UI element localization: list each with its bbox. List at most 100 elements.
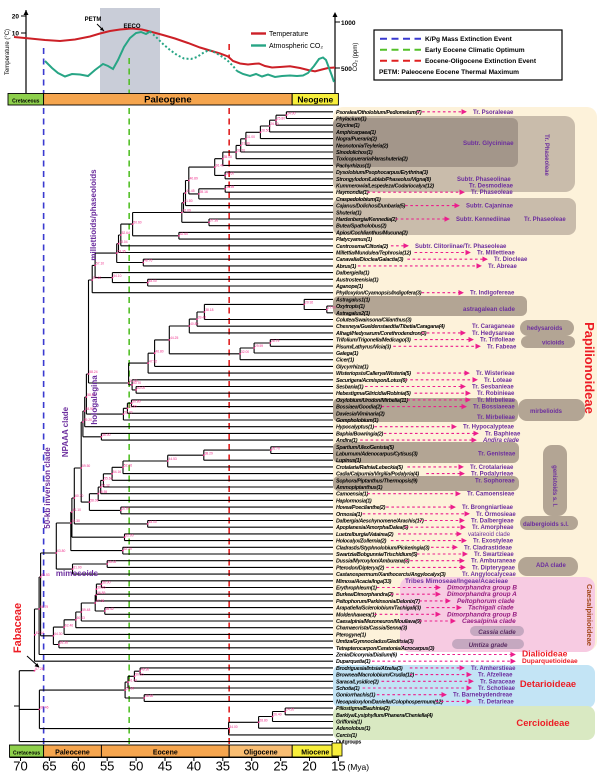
- svg-text:Gompholobium(1): Gompholobium(1): [336, 418, 379, 424]
- svg-text:60: 60: [71, 759, 85, 773]
- svg-text:Tr. Schotieae: Tr. Schotieae: [478, 686, 516, 692]
- svg-text:37.38: 37.38: [210, 219, 218, 223]
- svg-text:Andira clade: Andira clade: [482, 438, 520, 444]
- svg-text:millettioids/phaseoloids: millettioids/phaseoloids: [89, 169, 98, 261]
- svg-text:Cladrastis/Styphnolobium/Picke: Cladrastis/Styphnolobium/Pickeringia(3): [336, 545, 430, 551]
- svg-text:51.90: 51.90: [126, 686, 134, 690]
- svg-text:59.48: 59.48: [82, 608, 90, 612]
- svg-text:Tr. Millettieae: Tr. Millettieae: [477, 251, 515, 257]
- svg-text:63.36: 63.36: [60, 641, 68, 645]
- svg-text:31.90: 31.90: [242, 142, 250, 146]
- svg-text:Nogra/Pueraria(2): Nogra/Pueraria(2): [336, 137, 377, 143]
- svg-text:Detarioideae: Detarioideae: [520, 678, 576, 689]
- svg-text:58.08: 58.08: [90, 498, 98, 502]
- svg-text:Hebestigma/Gliricidia/Robinia(: Hebestigma/Gliricidia/Robinia(5): [336, 391, 411, 397]
- svg-text:Sinodolichos(1): Sinodolichos(1): [336, 150, 373, 156]
- svg-text:Shuteria(1): Shuteria(1): [336, 210, 362, 216]
- svg-text:Dalbergiella(1): Dalbergiella(1): [336, 271, 370, 277]
- svg-text:52.20: 52.20: [124, 410, 132, 414]
- svg-text:Tr. Camoensieae: Tr. Camoensieae: [467, 492, 515, 498]
- svg-text:55.42: 55.42: [106, 607, 114, 611]
- svg-text:Phylloxylon/Cyamopsis/Indigofe: Phylloxylon/Cyamopsis/Indigofera(3): [336, 291, 422, 297]
- svg-text:38.18: 38.18: [205, 308, 213, 312]
- svg-text:28.50: 28.50: [261, 129, 269, 133]
- svg-text:Apoplanesia/Amorpha/Dalea(5): Apoplanesia/Amorpha/Dalea(5): [335, 525, 409, 531]
- svg-text:Chesneya/Gueldenstaedtia/Tibet: Chesneya/Gueldenstaedtia/Tibetia/Caragan…: [336, 324, 445, 330]
- svg-text:44.25: 44.25: [170, 336, 178, 340]
- svg-text:Tr. Podalyrieae: Tr. Podalyrieae: [471, 472, 514, 478]
- svg-text:Tr. Exostyleae: Tr. Exostyleae: [473, 539, 514, 545]
- svg-text:Tr. Psoraleeae: Tr. Psoraleeae: [473, 110, 514, 116]
- svg-text:54.16: 54.16: [113, 470, 121, 474]
- svg-text:52.26: 52.26: [124, 464, 132, 468]
- svg-text:PETM: Paleocene Eocene Thermal: PETM: Paleocene Eocene Thermal Maximum: [379, 69, 519, 76]
- svg-text:Craspedolobium(1): Craspedolobium(1): [336, 197, 381, 203]
- svg-text:Millettia/Mundulea/Tephrosia(1: Millettia/Mundulea/Tephrosia(12): [336, 251, 411, 257]
- svg-text:Dalbergia/Aeschynomene/Arachis: Dalbergia/Aeschynomene/Arachis(17): [336, 519, 424, 525]
- svg-text:Chamaecrista/Cassia/Senna(3): Chamaecrista/Cassia/Senna(3): [336, 626, 407, 632]
- svg-text:50.00: 50.00: [137, 386, 145, 390]
- svg-text:50.80: 50.80: [132, 399, 140, 403]
- svg-text:mimosoids: mimosoids: [56, 569, 99, 578]
- svg-text:Oligocene: Oligocene: [244, 749, 278, 756]
- svg-text:Kummerowia/Lespedeza/Codarioca: Kummerowia/Lespedeza/Codariocalyx(12): [336, 184, 434, 190]
- svg-text:Tetrapterocarpon/Ceratonia/Acr: Tetrapterocarpon/Ceratonia/Acrocarpus(3): [336, 646, 435, 652]
- svg-text:Goniorrhachis(1): Goniorrhachis(1): [336, 693, 376, 699]
- svg-text:Peltophorum/Parkinsonia/Deloni: Peltophorum/Parkinsonia/Delonix(7): [336, 599, 420, 605]
- svg-text:500: 500: [341, 66, 352, 73]
- svg-text:Sesbania(1): Sesbania(1): [336, 385, 364, 391]
- svg-text:Arapatiella/Sclerolobium/Tachi: Arapatiella/Sclerolobium/Tachigali(3): [335, 606, 421, 612]
- svg-text:Tr. Caraganeae: Tr. Caraganeae: [472, 324, 515, 330]
- svg-text:Pterogyne(1): Pterogyne(1): [336, 632, 366, 638]
- svg-text:35.00: 35.00: [224, 155, 232, 159]
- svg-text:52.64: 52.64: [122, 231, 130, 235]
- svg-text:Swartzia/Bobgunnia/Trischidium: Swartzia/Bobgunnia/Trischidium(5): [336, 552, 418, 558]
- svg-text:Early Eocene Climatic Optimum: Early Eocene Climatic Optimum: [425, 47, 525, 54]
- svg-text:26.70: 26.70: [272, 446, 280, 450]
- svg-text:58.60: 58.60: [87, 393, 95, 397]
- svg-text:1000: 1000: [341, 20, 356, 27]
- svg-text:56.55: 56.55: [99, 490, 107, 494]
- svg-text:Zenia/Dicorynia/Dialium(6): Zenia/Dicorynia/Dialium(6): [335, 653, 397, 659]
- svg-text:24.00: 24.00: [287, 111, 295, 115]
- svg-text:Umtiza grade: Umtiza grade: [469, 642, 508, 649]
- svg-text:Glycyrrhiza(1): Glycyrrhiza(1): [336, 364, 369, 370]
- svg-text:47.92: 47.92: [149, 359, 157, 363]
- svg-text:Holocalyx/Zollernia(2): Holocalyx/Zollernia(2): [336, 539, 387, 545]
- svg-text:Barklya/Lysiphyllum/Phanera/Ch: Barklya/Lysiphyllum/Phanera/Cheniella(4): [336, 713, 433, 719]
- svg-text:Cassia clade: Cassia clade: [478, 629, 516, 636]
- svg-text:53.04: 53.04: [119, 240, 127, 244]
- svg-text:Tr. Wisterieae: Tr. Wisterieae: [476, 371, 515, 377]
- svg-text:59.20: 59.20: [84, 418, 92, 422]
- svg-text:Cicer(1): Cicer(1): [336, 358, 354, 364]
- svg-text:Luetzelburgia/Vatairea(2): Luetzelburgia/Vatairea(2): [336, 532, 394, 538]
- svg-text:60.43: 60.43: [77, 616, 85, 620]
- svg-text:Centrosema/Clitoria(2): Centrosema/Clitoria(2): [336, 244, 388, 250]
- svg-text:Outgroups: Outgroups: [336, 740, 361, 746]
- svg-text:Schotia(1): Schotia(1): [336, 686, 360, 692]
- svg-text:Burkea/Dimorphandra(2): Burkea/Dimorphandra(2): [336, 592, 394, 598]
- svg-text:Hardenbergia/Kennedia(2): Hardenbergia/Kennedia(2): [336, 217, 397, 223]
- svg-text:Tr. Trifolieae: Tr. Trifolieae: [480, 338, 516, 344]
- svg-text:56.12: 56.12: [102, 483, 110, 487]
- svg-text:Platycyamus(1): Platycyamus(1): [336, 237, 372, 243]
- svg-text:25.80: 25.80: [277, 116, 285, 120]
- svg-text:46.80: 46.80: [155, 349, 163, 353]
- svg-text:Ormosia(1): Ormosia(1): [336, 512, 362, 518]
- svg-text:Duparquetioideae: Duparquetioideae: [522, 658, 578, 665]
- svg-text:20: 20: [302, 759, 316, 773]
- svg-text:24.20: 24.20: [286, 708, 294, 712]
- svg-text:Baphia/Bowringia(2): Baphia/Bowringia(2): [336, 431, 383, 437]
- svg-text:Eocene-Oligocene Extinction Ev: Eocene-Oligocene Extinction Event: [425, 58, 537, 65]
- svg-text:Tr. Bossiaeeae: Tr. Bossiaeeae: [473, 405, 515, 411]
- svg-text:Tr. Phaseoleae: Tr. Phaseoleae: [471, 190, 513, 196]
- svg-text:Tr. Amherstieae: Tr. Amherstieae: [471, 666, 516, 672]
- svg-text:Tr. Genisteae: Tr. Genisteae: [478, 452, 516, 458]
- svg-text:55.66: 55.66: [104, 477, 112, 481]
- svg-text:Tr. Sophoreae: Tr. Sophoreae: [475, 478, 515, 484]
- svg-text:36.40: 36.40: [216, 163, 224, 167]
- svg-text:Caesalpinia clade: Caesalpinia clade: [462, 618, 516, 625]
- svg-text:50.60: 50.60: [133, 220, 141, 224]
- svg-text:Bossiaea/Goodia(2): Bossiaea/Goodia(2): [336, 405, 382, 411]
- svg-text:66.53: 66.53: [41, 573, 49, 577]
